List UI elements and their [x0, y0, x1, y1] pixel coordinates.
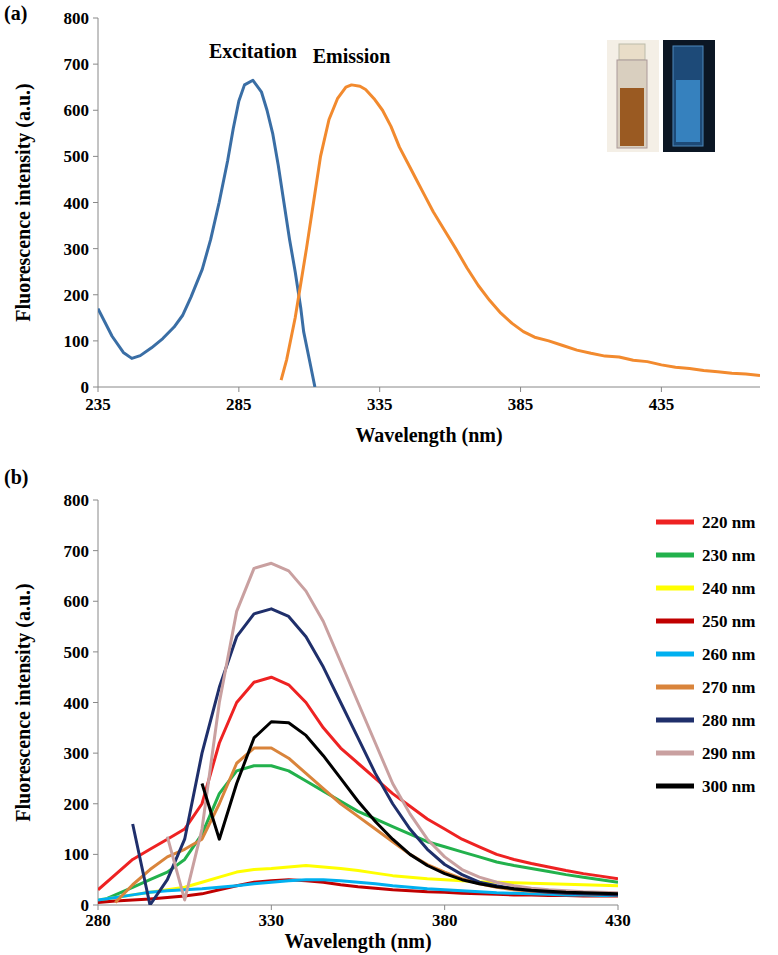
y-tick: [93, 202, 98, 203]
legend-label: 270 nm: [702, 678, 755, 697]
y-tick-label: 800: [64, 491, 90, 510]
y-tick: [93, 702, 98, 703]
legend-swatch: [656, 718, 694, 723]
legend-label: 230 nm: [702, 546, 755, 565]
x-tick: [520, 387, 521, 392]
legend-swatch: [656, 520, 694, 525]
y-tick-label: 500: [64, 147, 90, 166]
y-tick-label: 100: [64, 332, 90, 351]
y-tick-label: 600: [64, 592, 90, 611]
legend-label: 280 nm: [702, 711, 755, 730]
y-tick: [93, 550, 98, 551]
x-tick-label: 330: [259, 911, 285, 930]
legend-swatch: [656, 685, 694, 690]
figure: (a)0100200300400500600700800235285335385…: [0, 0, 778, 955]
cuvette-cap: [619, 44, 645, 60]
x-axis: [98, 905, 618, 906]
x-tick-label: 235: [85, 395, 111, 414]
x-tick-label: 335: [367, 395, 393, 414]
panel: (a)0100200300400500600700800235285335385…: [4, 2, 760, 447]
y-tick: [93, 651, 98, 652]
inset-photo: [607, 40, 715, 152]
series-label: Emission: [313, 45, 391, 67]
y-tick: [93, 601, 98, 602]
cuvette-liquid: [676, 80, 700, 142]
x-tick-label: 285: [226, 395, 252, 414]
y-tick-label: 400: [64, 694, 90, 713]
legend-swatch: [656, 619, 694, 624]
x-tick: [444, 905, 445, 910]
panel-label: (a): [4, 2, 27, 25]
y-tick-label: 200: [64, 795, 90, 814]
series-line: [167, 563, 618, 900]
panel-label: (b): [4, 466, 28, 489]
y-tick-label: 800: [64, 9, 90, 28]
series-line: [98, 80, 315, 387]
x-tick: [271, 905, 272, 910]
y-tick-label: 500: [64, 643, 90, 662]
x-tick: [98, 905, 99, 910]
cuvette-glow: [673, 46, 703, 146]
y-tick: [93, 905, 98, 906]
x-tick-label: 435: [649, 395, 675, 414]
y-axis-title: Fluorescence intensity (a.u.): [12, 83, 35, 322]
y-tick: [93, 64, 98, 65]
cuvette: [617, 60, 647, 148]
series-line: [98, 766, 618, 903]
panel: (b)0100200300400500600700800280330380430…: [4, 466, 755, 953]
x-tick: [661, 387, 662, 392]
plot-area: [98, 80, 760, 387]
x-axis-title: Wavelength (nm): [355, 424, 502, 447]
y-tick: [93, 340, 98, 341]
legend-label: 300 nm: [702, 777, 755, 796]
legend-label: 290 nm: [702, 744, 755, 763]
y-tick: [93, 803, 98, 804]
x-tick: [238, 387, 239, 392]
photo-bg: [663, 40, 715, 152]
plot-area: [98, 563, 618, 905]
legend-swatch: [656, 751, 694, 756]
x-tick-label: 385: [508, 395, 534, 414]
y-tick-label: 700: [64, 55, 90, 74]
y-tick-label: 100: [64, 845, 90, 864]
legend-swatch: [656, 652, 694, 657]
x-tick: [98, 387, 99, 392]
x-axis: [98, 387, 760, 388]
cuvette-liquid: [620, 88, 644, 146]
y-tick: [93, 156, 98, 157]
y-tick-label: 200: [64, 286, 90, 305]
legend-label: 240 nm: [702, 579, 755, 598]
y-tick-label: 300: [64, 744, 90, 763]
y-tick: [93, 110, 98, 111]
y-axis-title: Fluorescence intensity (a.u.): [12, 583, 35, 822]
y-tick: [93, 294, 98, 295]
legend-label: 260 nm: [702, 645, 755, 664]
series-label: Excitation: [209, 40, 297, 62]
x-axis-title: Wavelength (nm): [284, 930, 431, 953]
y-tick: [93, 18, 98, 19]
y-tick-label: 700: [64, 542, 90, 561]
x-tick: [618, 905, 619, 910]
y-tick: [93, 500, 98, 501]
legend-swatch: [656, 784, 694, 789]
legend-swatch: [656, 586, 694, 591]
x-tick-label: 280: [85, 911, 111, 930]
x-tick-label: 380: [432, 911, 458, 930]
y-tick-label: 400: [64, 194, 90, 213]
series-line: [133, 609, 618, 905]
x-tick: [379, 387, 380, 392]
photo-bg: [607, 40, 659, 152]
series-line: [281, 85, 760, 380]
y-tick: [93, 387, 98, 388]
y-tick-label: 300: [64, 240, 90, 259]
y-tick: [93, 854, 98, 855]
legend-label: 250 nm: [702, 612, 755, 631]
y-tick: [93, 248, 98, 249]
legend-swatch: [656, 553, 694, 558]
series-line: [202, 722, 618, 894]
y-tick-label: 600: [64, 101, 90, 120]
y-tick: [93, 753, 98, 754]
x-tick-label: 430: [605, 911, 631, 930]
legend-label: 220 nm: [702, 513, 755, 532]
